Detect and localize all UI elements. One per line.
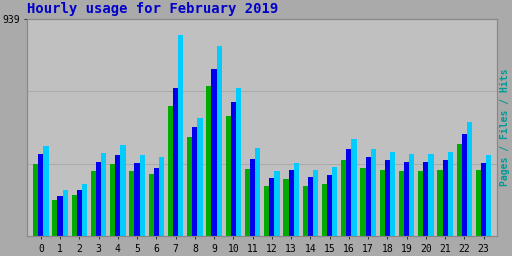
Bar — [198, 118, 203, 236]
Bar — [264, 186, 269, 236]
Bar — [294, 163, 299, 236]
Text: Hourly usage for February 2019: Hourly usage for February 2019 — [27, 2, 279, 16]
Bar — [462, 134, 467, 236]
Bar — [467, 122, 472, 236]
Bar — [110, 164, 115, 236]
Bar — [82, 184, 87, 236]
Bar — [120, 145, 125, 236]
Bar — [332, 167, 337, 236]
Bar — [96, 162, 101, 236]
Bar — [135, 163, 140, 236]
Bar — [409, 154, 414, 236]
Bar — [322, 184, 327, 236]
Bar — [303, 186, 308, 236]
Bar — [404, 162, 409, 236]
Bar — [308, 177, 313, 236]
Bar — [341, 160, 346, 236]
Bar — [140, 155, 145, 236]
Bar — [57, 196, 62, 236]
Bar — [178, 35, 183, 236]
Bar — [250, 159, 255, 236]
Bar — [52, 200, 57, 236]
Bar — [44, 146, 49, 236]
Bar — [206, 86, 211, 236]
Bar — [245, 169, 250, 236]
Bar — [457, 144, 462, 236]
Bar — [154, 168, 159, 236]
Bar — [418, 171, 423, 236]
Bar — [231, 102, 236, 236]
Bar — [130, 171, 135, 236]
Bar — [72, 195, 77, 236]
Bar — [226, 116, 231, 236]
Bar — [115, 155, 120, 236]
Bar — [476, 170, 481, 236]
Bar — [62, 190, 68, 236]
Bar — [379, 170, 385, 236]
Bar — [283, 179, 288, 236]
Bar — [159, 157, 164, 236]
Bar — [173, 88, 178, 236]
Bar — [486, 155, 492, 236]
Bar — [255, 148, 261, 236]
Bar — [423, 162, 429, 236]
Bar — [346, 149, 351, 236]
Y-axis label: Pages / Files / Hits: Pages / Files / Hits — [500, 69, 510, 186]
Bar — [385, 160, 390, 236]
Bar — [429, 154, 434, 236]
Bar — [101, 153, 106, 236]
Bar — [327, 175, 332, 236]
Bar — [390, 152, 395, 236]
Bar — [192, 127, 198, 236]
Bar — [33, 164, 38, 236]
Bar — [236, 88, 241, 236]
Bar — [366, 157, 371, 236]
Bar — [437, 170, 442, 236]
Bar — [274, 171, 280, 236]
Bar — [447, 152, 453, 236]
Bar — [211, 69, 217, 236]
Bar — [148, 174, 154, 236]
Bar — [77, 190, 82, 236]
Bar — [481, 163, 486, 236]
Bar — [91, 171, 96, 236]
Bar — [351, 139, 357, 236]
Bar — [442, 160, 447, 236]
Bar — [187, 137, 192, 236]
Bar — [269, 178, 274, 236]
Bar — [399, 171, 404, 236]
Bar — [38, 154, 44, 236]
Bar — [217, 46, 222, 236]
Bar — [288, 170, 294, 236]
Bar — [371, 149, 376, 236]
Bar — [313, 170, 318, 236]
Bar — [168, 106, 173, 236]
Bar — [360, 168, 366, 236]
